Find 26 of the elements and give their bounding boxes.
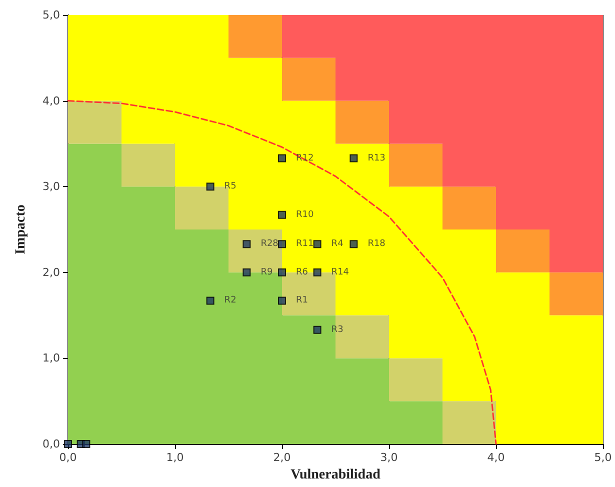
annotation: R11 [296, 239, 314, 250]
annotation: R28 [260, 239, 279, 250]
annotation: R1 [296, 296, 308, 306]
x-tick-label: 2,0 [273, 451, 291, 464]
annotation: R18 [368, 239, 386, 250]
x-tick-label: 1,0 [166, 451, 184, 464]
y-tick-label: 0,0 [42, 438, 60, 450]
annotation: R4 [331, 239, 344, 250]
y-tick-label: 1,0 [42, 352, 60, 365]
x-tick-label: 5,0 [594, 451, 612, 464]
annotation: R14 [331, 267, 350, 278]
annotation: R5 [224, 182, 236, 192]
x-axis-title: Vulnerabilidad [290, 468, 381, 482]
annotation: R2 [224, 296, 236, 306]
y-axis-title: Impacto [14, 204, 28, 254]
x-tick-label: 3,0 [380, 451, 398, 464]
annotation: R3 [331, 324, 344, 335]
y-tick-label: 2,0 [42, 266, 60, 279]
y-tick-label: 3,0 [42, 180, 60, 194]
y-tick-label: 5,0 [42, 8, 60, 22]
annotation: R13 [368, 153, 386, 164]
annotation: R10 [296, 210, 314, 220]
annotation: R9 [260, 267, 273, 278]
y-tick-label: 4,0 [42, 94, 60, 108]
x-tick-label: 0,0 [59, 451, 77, 464]
x-tick-label: 4,0 [487, 451, 505, 464]
